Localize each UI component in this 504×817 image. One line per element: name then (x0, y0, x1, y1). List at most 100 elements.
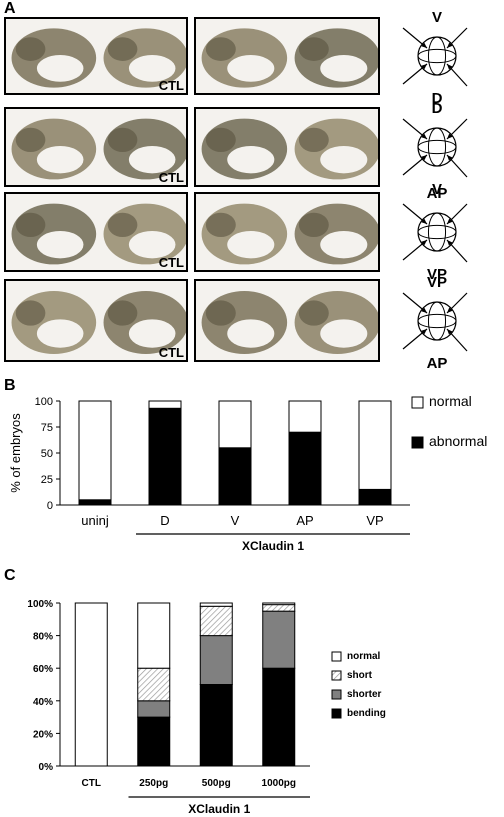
bar-normal (288, 400, 322, 433)
embryo-notch (320, 145, 368, 174)
y-tick-label: 100 (35, 396, 53, 408)
legend-label: normal (347, 651, 381, 662)
bar-short (199, 605, 233, 637)
arrowhead (421, 42, 427, 48)
embryo (103, 203, 186, 265)
bar-shorter (262, 610, 296, 669)
bar-normal (218, 400, 252, 449)
x-tick-label: D (160, 513, 169, 528)
embryo (103, 290, 186, 355)
bar-bending (262, 667, 296, 767)
bar-normal (74, 602, 108, 767)
x-tick-label: CTL (82, 778, 101, 789)
embryo-head (107, 127, 138, 153)
embryo-notch (227, 145, 275, 174)
legend-label: shorter (347, 689, 382, 700)
embryo-image (11, 290, 186, 355)
x-tick-label: V (231, 513, 240, 528)
bar-abnormal (148, 407, 182, 506)
bar-bending (137, 716, 171, 767)
arrowhead (421, 307, 427, 313)
embryo-notch (320, 230, 368, 259)
bar-abnormal (288, 431, 322, 506)
globe-outline (417, 300, 457, 341)
legend-swatch (411, 436, 424, 449)
embryo-image (201, 118, 378, 180)
y-tick-label: 80% (33, 632, 53, 643)
globe-equator (417, 224, 457, 240)
y-tick-label: 40% (33, 697, 53, 708)
arrowhead (447, 155, 453, 161)
bar-short (137, 667, 171, 702)
embryo-notch (227, 319, 275, 348)
globe-meridian (427, 127, 447, 167)
bar-normal (137, 602, 171, 669)
x-tick-label: uninj (81, 513, 109, 528)
embryo-notch (36, 230, 84, 259)
x-tick-label: 500pg (202, 778, 231, 789)
embryo-notch (128, 145, 176, 174)
arrowhead (447, 64, 453, 70)
embryo (294, 290, 378, 355)
y-tick-label: 75 (41, 422, 53, 434)
embryo-notch (36, 145, 84, 174)
y-tick-label: 20% (33, 729, 53, 740)
embryo-photo: CTL (4, 107, 188, 187)
embryo-head (107, 37, 138, 61)
embryo-image (11, 203, 186, 265)
embryo (103, 28, 186, 88)
arrowhead (447, 240, 453, 246)
embryo-photo (194, 192, 380, 272)
embryo-image (201, 203, 378, 265)
embryo-image (201, 290, 378, 355)
embryo (294, 118, 378, 180)
embryo-head (107, 300, 138, 326)
embryo-image (11, 28, 186, 88)
legend-swatch (331, 708, 342, 719)
orientation-diagram: VD (402, 9, 468, 106)
orientation-label-top: VP (427, 274, 447, 291)
chart-c: 0% 20% 40% 60% 80% 100% CTL 250pg 500pg 1000pg XCl… (27, 599, 385, 816)
orientation-diagram: VP AP (402, 274, 468, 371)
embryo-notch (320, 319, 368, 348)
legend-label: abnormal (429, 433, 487, 449)
embryo-photo: CTL (4, 17, 188, 95)
group-label: XClaudin 1 (188, 802, 250, 816)
bar-shorter (199, 635, 233, 685)
embryo-photo: CTL (4, 192, 188, 272)
embryo-head (298, 300, 329, 326)
embryo-photo: CTL (4, 279, 188, 362)
orientation-label-bottom: VP (427, 266, 447, 282)
panel-c-label: C (4, 567, 16, 584)
bar-normal (78, 400, 112, 501)
embryo-notch (227, 230, 275, 259)
bar-bending (199, 684, 233, 767)
y-axis-label: % of embryos (8, 413, 23, 493)
embryo-head (298, 212, 329, 238)
embryo-head (15, 212, 46, 238)
embryo (201, 203, 288, 265)
legend-swatch (331, 670, 342, 681)
embryo-notch (128, 319, 176, 348)
arrowhead (421, 328, 427, 334)
chart-b: 0 25 50 75 100 uninj D V AP VP XClaudin 1 normal abn… (8, 393, 487, 553)
embryo (11, 290, 97, 355)
bar-abnormal (218, 447, 252, 506)
globe-meridian (427, 301, 447, 340)
orientation-label-top: AP (427, 185, 448, 202)
globe-outline (417, 212, 457, 252)
bar-abnormal (358, 488, 392, 506)
x-tick-label: 1000pg (262, 778, 296, 789)
y-tick-label: 60% (33, 664, 53, 675)
orientation-label-top: D (432, 100, 443, 117)
globe-equator (417, 313, 457, 328)
arrowhead (447, 328, 453, 335)
orientation-label-bottom: V (432, 181, 442, 197)
orientation-label-top: V (432, 9, 442, 26)
embryo-head (298, 37, 329, 61)
ctl-label: CTL (158, 78, 184, 93)
embryo-head (298, 127, 329, 153)
embryo-photo (194, 17, 380, 95)
embryo-head (107, 212, 138, 238)
arrowhead (421, 64, 427, 70)
